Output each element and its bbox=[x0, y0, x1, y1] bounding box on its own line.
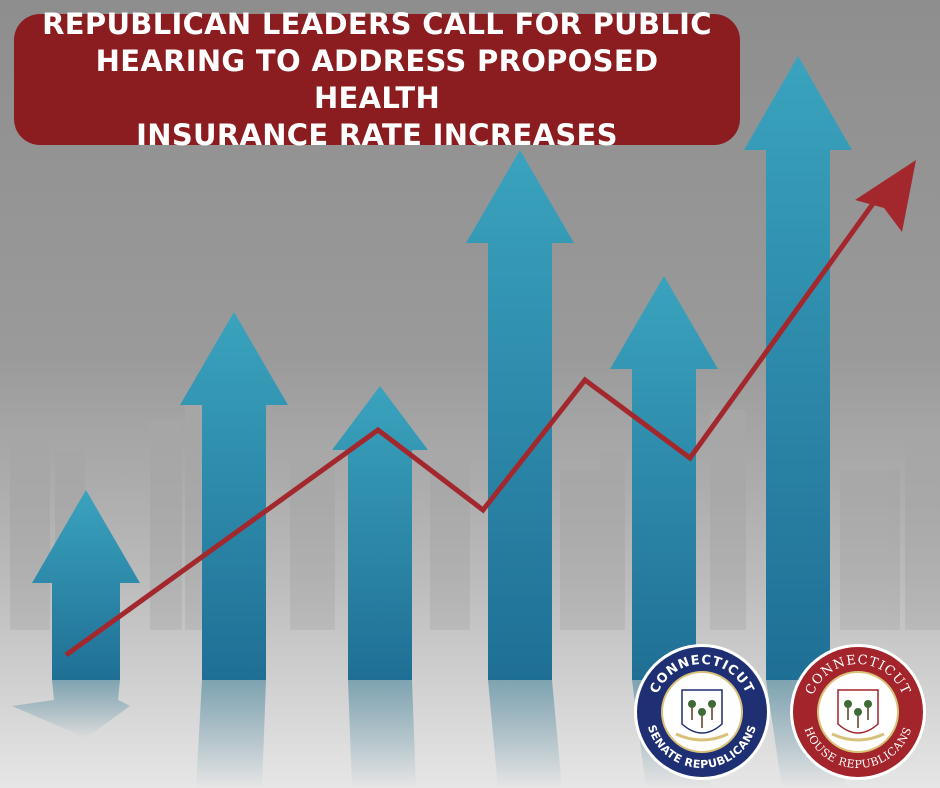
house-republicans-seal-logo: CONNECTICUT HOUSE REPUBLICANS bbox=[790, 644, 926, 780]
headline-banner: REPUBLICAN LEADERS CALL FOR PUBLIC HEARI… bbox=[14, 7, 740, 152]
arrow-bar-1 bbox=[12, 490, 140, 738]
arrow-bar-3 bbox=[332, 386, 428, 788]
trend-line-arrow bbox=[64, 160, 916, 658]
arrow-bar-2 bbox=[180, 312, 288, 788]
headline-line-1: REPUBLICAN LEADERS CALL FOR PUBLIC bbox=[42, 6, 712, 41]
senate-republicans-seal-logo: CONNECTICUT SENATE REPUBLICANS bbox=[634, 644, 770, 780]
headline-title: REPUBLICAN LEADERS CALL FOR PUBLIC HEARI… bbox=[30, 6, 724, 154]
arrow-bar-4 bbox=[466, 150, 574, 788]
headline-line-2: HEARING TO ADDRESS PROPOSED HEALTH bbox=[95, 43, 659, 115]
headline-line-3: INSURANCE RATE INCREASES bbox=[136, 117, 618, 152]
